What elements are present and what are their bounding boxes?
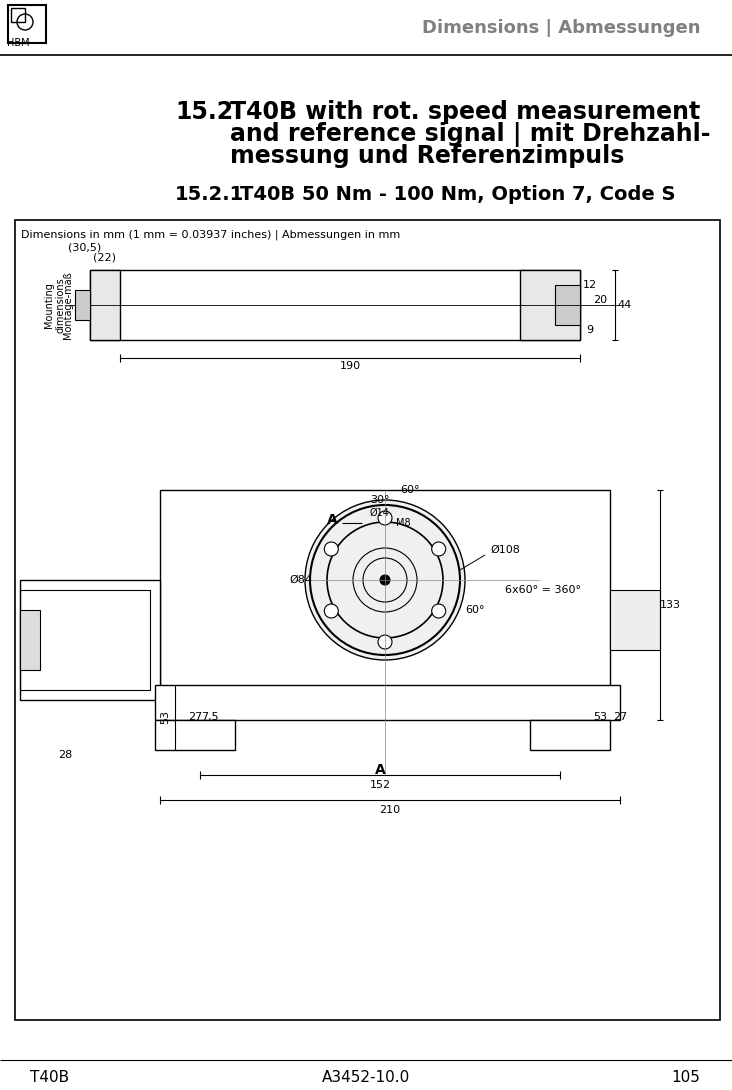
Text: A: A	[375, 763, 385, 777]
Text: 30°: 30°	[370, 495, 389, 505]
Bar	[20, 610, 40, 670]
Text: 28: 28	[58, 750, 72, 760]
Text: 44: 44	[618, 300, 632, 310]
Bar	[155, 720, 235, 750]
Text: T40B with rot. speed measurement: T40B with rot. speed measurement	[230, 100, 701, 124]
Text: 15.2: 15.2	[175, 100, 233, 124]
Bar	[15, 220, 720, 1020]
Text: Ø14: Ø14	[370, 508, 390, 518]
Circle shape	[324, 542, 338, 556]
Bar	[8, 5, 46, 43]
Text: 210: 210	[379, 806, 400, 815]
Text: 105: 105	[671, 1070, 700, 1086]
Text: 20: 20	[593, 295, 607, 305]
Text: 27: 27	[188, 712, 202, 722]
Bar	[520, 270, 580, 340]
Text: A: A	[326, 513, 337, 526]
Text: 7,5: 7,5	[201, 712, 219, 722]
Bar	[20, 580, 160, 700]
Circle shape	[378, 635, 392, 649]
Circle shape	[432, 542, 446, 556]
Text: 53: 53	[160, 710, 170, 724]
Circle shape	[380, 576, 390, 585]
Text: (22): (22)	[94, 253, 116, 263]
Bar	[11, 8, 25, 22]
Bar	[555, 284, 580, 325]
Text: 60°: 60°	[400, 485, 419, 495]
Text: 133: 133	[660, 600, 681, 610]
Text: 9: 9	[586, 325, 594, 335]
Text: Mounting
dimensions: Mounting dimensions	[44, 277, 66, 332]
Text: 12: 12	[583, 280, 597, 290]
Text: and reference signal | mit Drehzahl-: and reference signal | mit Drehzahl-	[230, 122, 711, 147]
Circle shape	[305, 500, 465, 661]
Text: Dimensions | Abmessungen: Dimensions | Abmessungen	[422, 19, 700, 37]
Bar	[90, 270, 120, 340]
Text: Montage­maß: Montage­maß	[63, 271, 73, 339]
Bar	[530, 720, 610, 750]
Bar	[90, 270, 580, 340]
Text: (30,5): (30,5)	[68, 243, 102, 253]
Text: 152: 152	[370, 780, 391, 790]
Bar	[155, 685, 620, 720]
Text: M8: M8	[396, 518, 411, 528]
Text: T40B 50 Nm - 100 Nm, Option 7, Code S: T40B 50 Nm - 100 Nm, Option 7, Code S	[240, 185, 676, 204]
Text: 190: 190	[340, 361, 361, 371]
Text: Dimensions in mm (1 mm = 0.03937 inches) | Abmessungen in mm: Dimensions in mm (1 mm = 0.03937 inches)…	[21, 230, 400, 241]
Text: Ø108: Ø108	[490, 545, 520, 555]
Text: HBM: HBM	[7, 38, 29, 48]
Circle shape	[432, 604, 446, 618]
Circle shape	[324, 604, 338, 618]
Bar	[20, 590, 150, 690]
Bar	[160, 490, 610, 695]
Text: T40B: T40B	[30, 1070, 69, 1086]
Text: messung und Referenzimpuls: messung und Referenzimpuls	[230, 144, 624, 168]
Bar	[75, 290, 90, 320]
Bar	[610, 590, 660, 650]
Text: 53: 53	[593, 712, 607, 722]
Text: Ø84: Ø84	[289, 576, 312, 585]
Text: 60°: 60°	[466, 605, 485, 615]
Text: 6x60° = 360°: 6x60° = 360°	[505, 585, 581, 595]
Text: 27: 27	[613, 712, 627, 722]
Text: 15.2.1: 15.2.1	[175, 185, 244, 204]
Text: A3452-10.0: A3452-10.0	[322, 1070, 410, 1086]
Circle shape	[378, 511, 392, 525]
